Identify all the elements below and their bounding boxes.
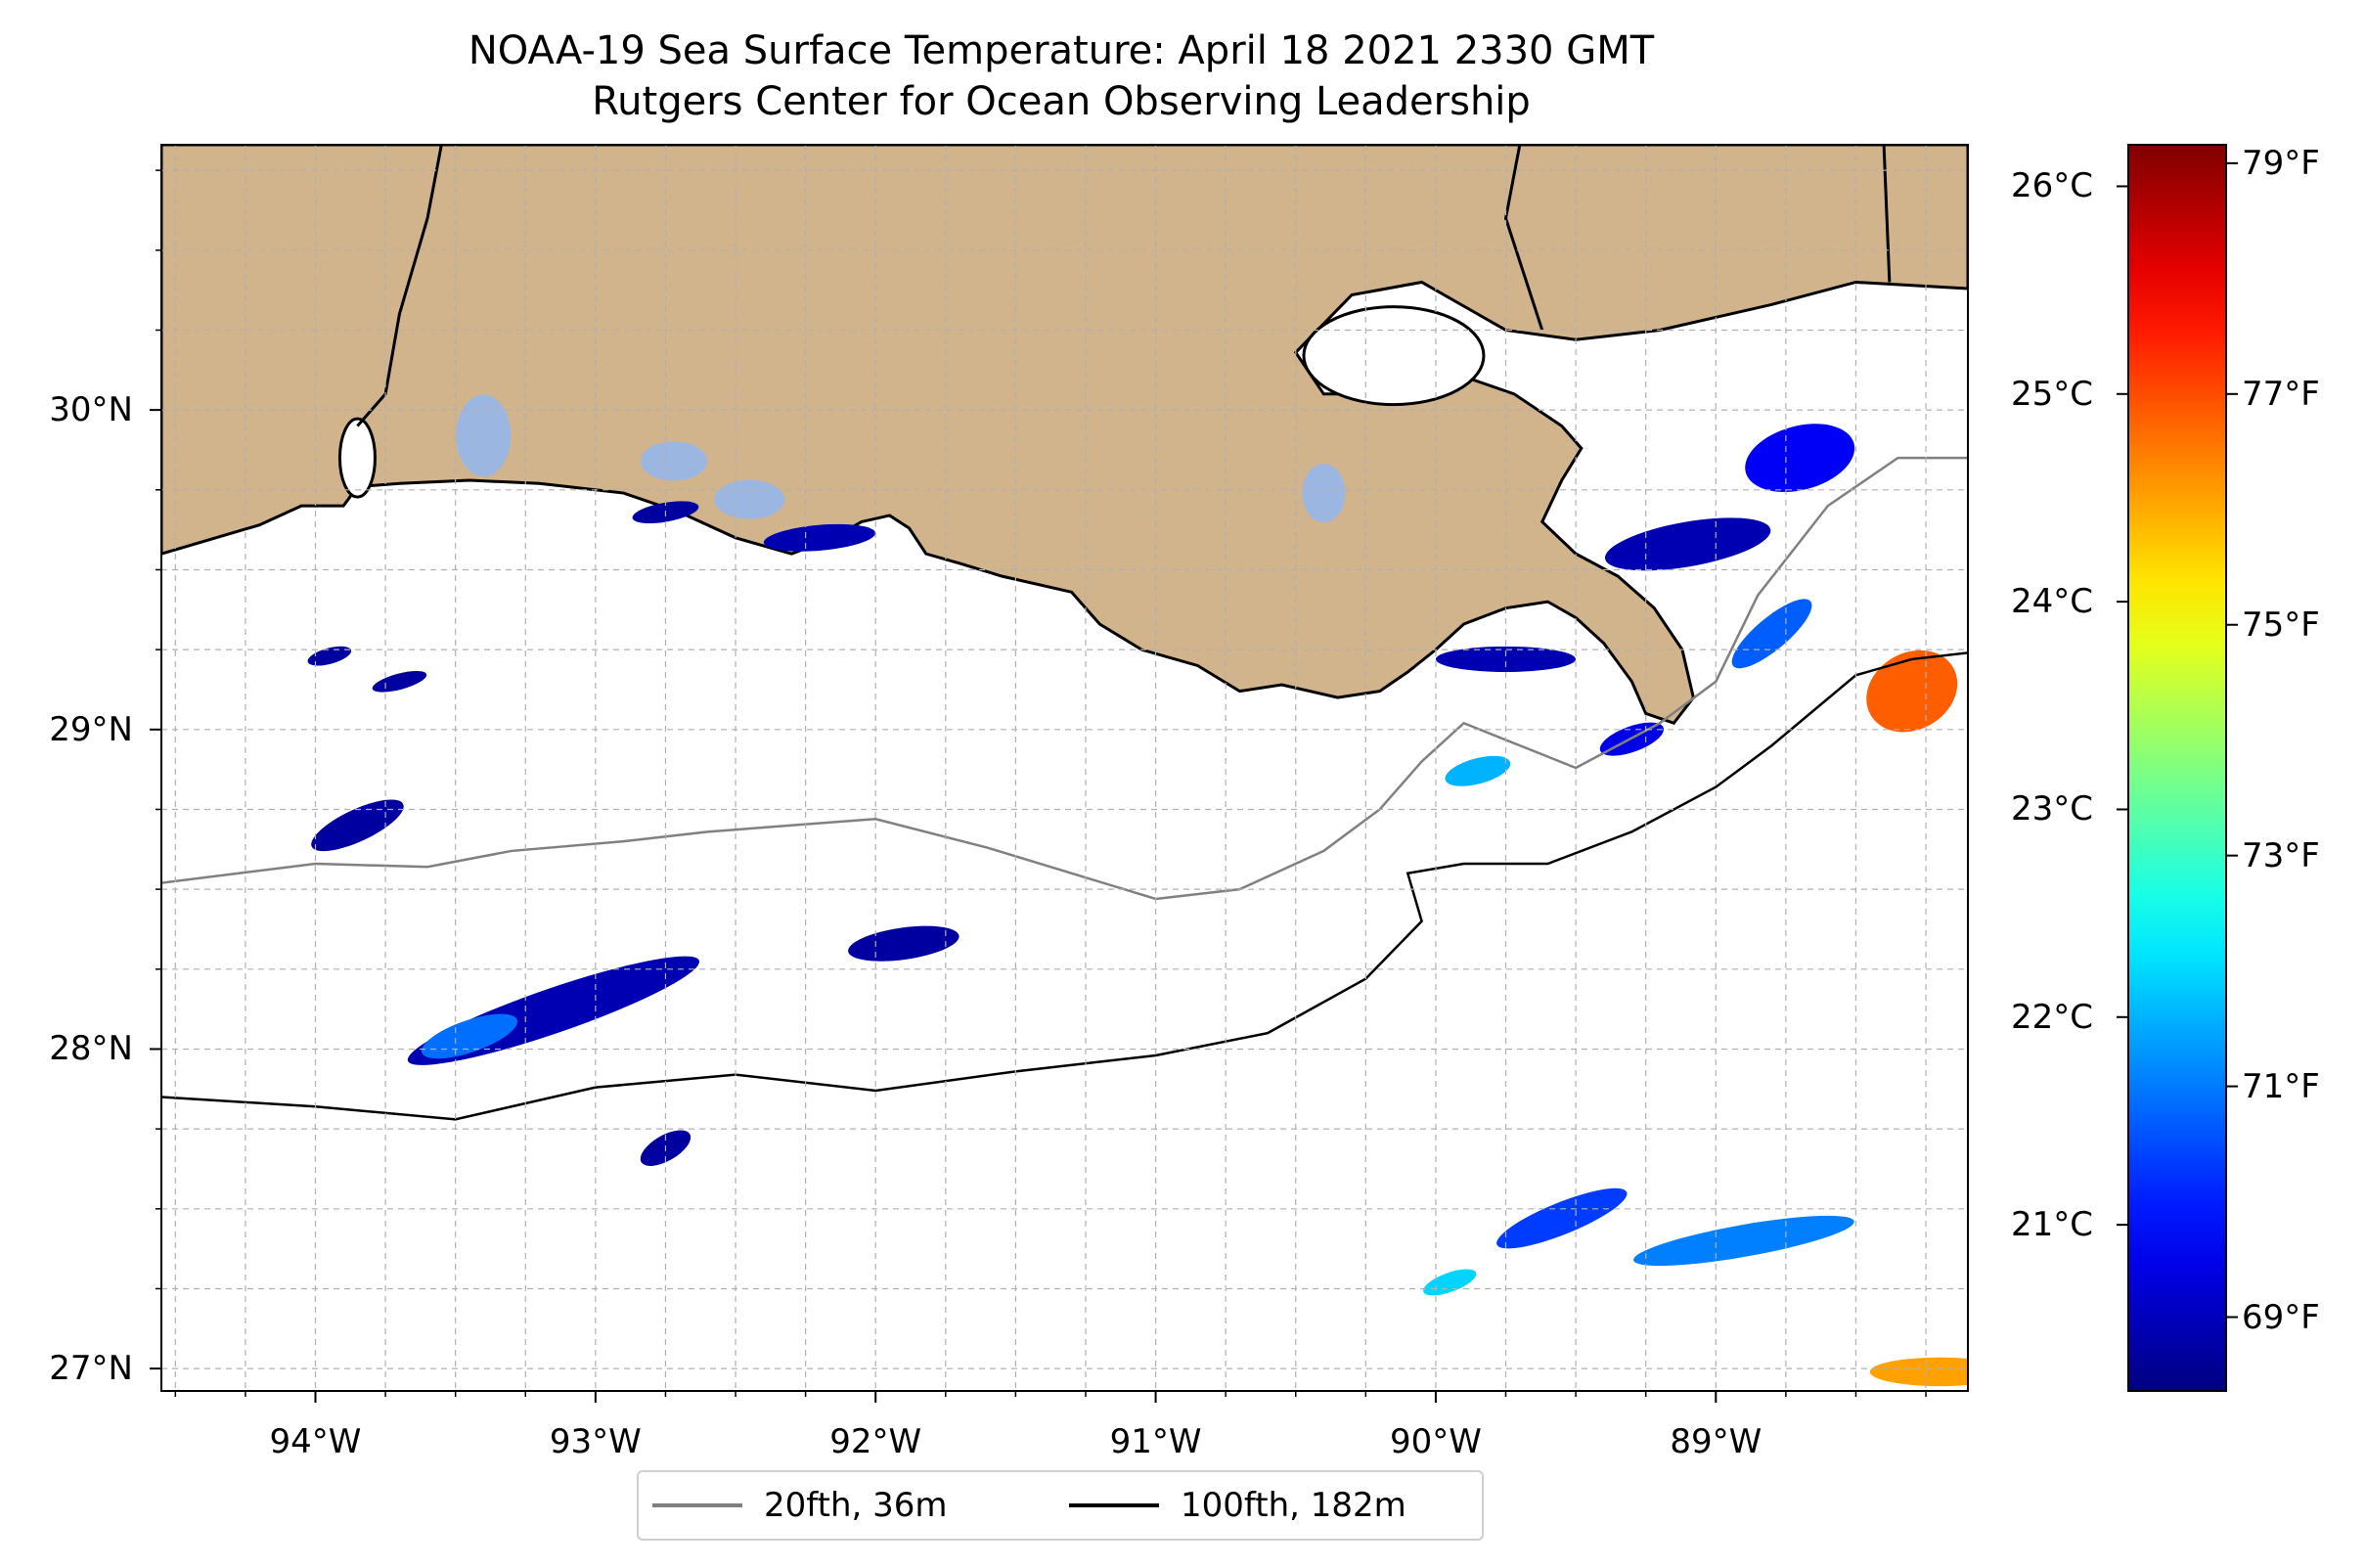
colorbar-label-fahrenheit: 71°F <box>2242 1066 2320 1106</box>
state-border <box>356 145 443 427</box>
legend: 20fth, 36m 100fth, 182m <box>637 1470 1484 1541</box>
chart-subtitle: Rutgers Center for Ocean Observing Leade… <box>592 79 1531 124</box>
chart-title: NOAA-19 Sea Surface Temperature: April 1… <box>468 28 1655 73</box>
legend-label: 20fth, 36m <box>764 1486 948 1525</box>
land-mass <box>161 145 1968 726</box>
sst-patch <box>1435 646 1577 673</box>
lat-tick-label: 30°N <box>49 390 133 430</box>
sst-patch <box>311 799 404 852</box>
sst-patch <box>1866 650 1958 733</box>
colorbar-label-fahrenheit: 69°F <box>2242 1297 2320 1337</box>
colorbar-label-fahrenheit: 73°F <box>2242 835 2320 875</box>
isobath-line <box>161 651 1968 1121</box>
map-layers <box>161 145 1968 1391</box>
sst-patch <box>1496 1187 1628 1249</box>
sst-patch <box>307 646 352 666</box>
state-border <box>1882 145 1892 283</box>
lat-tick-label: 27°N <box>49 1349 133 1389</box>
sst-patch <box>1731 599 1812 669</box>
legend-label: 100fth, 182m <box>1181 1486 1406 1525</box>
lon-tick-label: 91°W <box>1109 1422 1202 1461</box>
sst-patch <box>1633 1215 1854 1267</box>
colorbar-label-celsius: 24°C <box>2010 582 2093 622</box>
state-border <box>1503 145 1544 331</box>
legend-item-20fth: 20fth, 36m <box>652 1472 948 1539</box>
lon-tick-label: 92°W <box>829 1422 922 1461</box>
colorbar-label-celsius: 23°C <box>2010 789 2093 829</box>
colorbar-label-fahrenheit: 79°F <box>2242 143 2320 183</box>
legend-swatch-gray-line <box>652 1503 742 1507</box>
sst-patch <box>763 523 876 552</box>
colorbar-label-fahrenheit: 77°F <box>2242 374 2320 414</box>
isobath-line <box>161 456 1968 901</box>
legend-item-100fth: 100fth, 182m <box>1069 1472 1406 1539</box>
colorbar <box>2127 144 2227 1392</box>
lat-tick-label: 29°N <box>49 709 133 749</box>
sst-patch <box>1869 1357 1968 1387</box>
inland-lake <box>456 394 512 477</box>
legend-swatch-black-line <box>1069 1503 1159 1507</box>
lon-tick-label: 93°W <box>549 1422 642 1461</box>
colorbar-label-celsius: 22°C <box>2010 997 2093 1037</box>
sst-patch <box>1445 755 1511 786</box>
colorbar-label-celsius: 25°C <box>2010 374 2093 414</box>
lake-pontchartrain <box>1302 305 1486 407</box>
lon-tick-label: 90°W <box>1389 1422 1482 1461</box>
sabine-lake <box>337 417 377 499</box>
inland-lake <box>714 479 785 519</box>
colorbar-label-celsius: 26°C <box>2010 166 2093 206</box>
lon-tick-label: 94°W <box>269 1422 362 1461</box>
sst-patch <box>421 1013 518 1059</box>
inland-lake <box>1302 464 1346 523</box>
sst-patch <box>1745 424 1855 492</box>
lon-tick-label: 89°W <box>1670 1422 1763 1461</box>
plot-frame <box>160 144 1969 1392</box>
colorbar-label-celsius: 21°C <box>2010 1205 2093 1245</box>
inland-lake <box>641 441 708 481</box>
sst-patch <box>1604 517 1771 571</box>
colorbar-label-fahrenheit: 75°F <box>2242 605 2320 645</box>
lat-tick-label: 28°N <box>49 1029 133 1069</box>
